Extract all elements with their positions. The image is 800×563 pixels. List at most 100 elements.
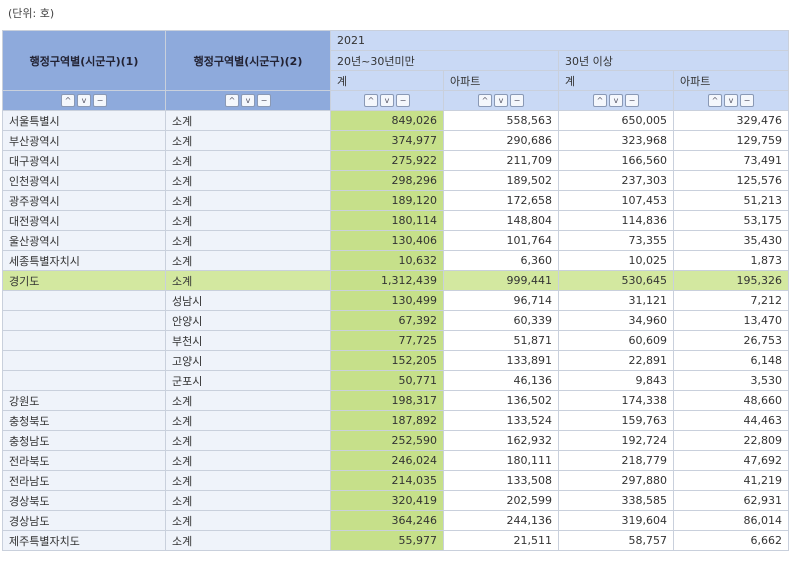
apartment-30-plus-cell: 35,430: [673, 230, 789, 251]
apartment-30-plus-cell: 125,576: [673, 170, 789, 191]
region-level-1-cell: 제주특별자치도: [2, 530, 166, 551]
region-level-1-cell: [2, 350, 166, 371]
remove-sort-button[interactable]: −: [93, 94, 107, 108]
table-row: 성남시 130,499 96,714 31,121 7,212: [2, 290, 789, 311]
apartment-20-30-cell: 21,511: [443, 530, 559, 551]
apartment-20-30-cell: 133,508: [443, 470, 559, 491]
apartment-30-plus-cell: 329,476: [673, 110, 789, 131]
header-year: 2021: [330, 30, 789, 51]
apartment-30-plus-cell: 86,014: [673, 510, 789, 531]
apartment-30-plus-cell: 7,212: [673, 290, 789, 311]
total-20-30-cell: 246,024: [330, 450, 444, 471]
apartment-30-plus-cell: 48,660: [673, 390, 789, 411]
table-row: 울산광역시 소계 130,406 101,764 73,355 35,430: [2, 230, 789, 251]
sort-descending-button[interactable]: v: [609, 94, 623, 108]
table-row: 세종특별자치시 소계 10,632 6,360 10,025 1,873: [2, 250, 789, 271]
total-30-plus-cell: 237,303: [558, 170, 674, 191]
table-row: 강원도 소계 198,317 136,502 174,338 48,660: [2, 390, 789, 411]
total-30-plus-cell: 73,355: [558, 230, 674, 251]
region-level-1-cell: 광주광역시: [2, 190, 166, 211]
region-level-1-cell: [2, 330, 166, 351]
header-total-1: 계: [330, 70, 444, 91]
total-20-30-cell: 275,922: [330, 150, 444, 171]
region-level-2-cell: 소계: [165, 530, 331, 551]
region-level-1-cell: 충청북도: [2, 410, 166, 431]
apartment-20-30-cell: 148,804: [443, 210, 559, 231]
sort-ascending-button[interactable]: ^: [478, 94, 492, 108]
sort-descending-button[interactable]: v: [241, 94, 255, 108]
region-level-1-cell: 부산광역시: [2, 130, 166, 151]
sort-controls-row: ^ v − ^ v − ^ v − ^ v − ^ v − ^ v −: [2, 90, 789, 111]
total-20-30-cell: 1,312,439: [330, 270, 444, 291]
total-20-30-cell: 180,114: [330, 210, 444, 231]
region-level-2-cell: 부천시: [165, 330, 331, 351]
total-20-30-cell: 10,632: [330, 250, 444, 271]
remove-sort-button[interactable]: −: [740, 94, 754, 108]
apartment-20-30-cell: 96,714: [443, 290, 559, 311]
region-level-2-cell: 안양시: [165, 310, 331, 331]
table-row: 광주광역시 소계 189,120 172,658 107,453 51,213: [2, 190, 789, 211]
total-30-plus-cell: 31,121: [558, 290, 674, 311]
apartment-20-30-cell: 101,764: [443, 230, 559, 251]
apartment-30-plus-cell: 51,213: [673, 190, 789, 211]
region-level-1-cell: 전라북도: [2, 450, 166, 471]
region-level-2-cell: 소계: [165, 410, 331, 431]
region-level-2-cell: 소계: [165, 170, 331, 191]
remove-sort-button[interactable]: −: [510, 94, 524, 108]
remove-sort-button[interactable]: −: [396, 94, 410, 108]
total-30-plus-cell: 530,645: [558, 270, 674, 291]
table-row: 부천시 77,725 51,871 60,609 26,753: [2, 330, 789, 351]
apartment-20-30-cell: 6,360: [443, 250, 559, 271]
remove-sort-button[interactable]: −: [625, 94, 639, 108]
total-20-30-cell: 374,977: [330, 130, 444, 151]
total-20-30-cell: 77,725: [330, 330, 444, 351]
apartment-20-30-cell: 51,871: [443, 330, 559, 351]
total-20-30-cell: 187,892: [330, 410, 444, 431]
apartment-20-30-cell: 244,136: [443, 510, 559, 531]
table-row: 제주특별자치도 소계 55,977 21,511 58,757 6,662: [2, 530, 789, 551]
total-30-plus-cell: 9,843: [558, 370, 674, 391]
sort-ascending-button[interactable]: ^: [225, 94, 239, 108]
sort-button-group: ^ v −: [61, 94, 107, 108]
total-30-plus-cell: 338,585: [558, 490, 674, 511]
total-30-plus-cell: 58,757: [558, 530, 674, 551]
total-20-30-cell: 130,499: [330, 290, 444, 311]
header-20-30-years: 20년~30년미만: [330, 50, 559, 71]
apartment-30-plus-cell: 44,463: [673, 410, 789, 431]
sort-ascending-button[interactable]: ^: [708, 94, 722, 108]
region-level-2-cell: 소계: [165, 390, 331, 411]
sort-button-group: ^ v −: [708, 94, 754, 108]
sort-descending-button[interactable]: v: [494, 94, 508, 108]
region-level-2-cell: 소계: [165, 510, 331, 531]
region-level-1-cell: 인천광역시: [2, 170, 166, 191]
header-region-2: 행정구역별(시군구)(2): [165, 30, 331, 91]
region-level-1-cell: [2, 310, 166, 331]
sort-ascending-button[interactable]: ^: [364, 94, 378, 108]
sort-controls-col-5: ^ v −: [558, 90, 674, 111]
sort-descending-button[interactable]: v: [380, 94, 394, 108]
sort-descending-button[interactable]: v: [77, 94, 91, 108]
region-level-2-cell: 소계: [165, 210, 331, 231]
total-20-30-cell: 50,771: [330, 370, 444, 391]
total-30-plus-cell: 107,453: [558, 190, 674, 211]
total-30-plus-cell: 319,604: [558, 510, 674, 531]
region-level-1-cell: 서울특별시: [2, 110, 166, 131]
total-30-plus-cell: 159,763: [558, 410, 674, 431]
sort-ascending-button[interactable]: ^: [61, 94, 75, 108]
region-level-1-cell: 충청남도: [2, 430, 166, 451]
remove-sort-button[interactable]: −: [257, 94, 271, 108]
apartment-30-plus-cell: 73,491: [673, 150, 789, 171]
apartment-30-plus-cell: 195,326: [673, 270, 789, 291]
table-row: 전라남도 소계 214,035 133,508 297,880 41,219: [2, 470, 789, 491]
apartment-30-plus-cell: 26,753: [673, 330, 789, 351]
sort-ascending-button[interactable]: ^: [593, 94, 607, 108]
region-level-2-cell: 소계: [165, 490, 331, 511]
total-30-plus-cell: 10,025: [558, 250, 674, 271]
total-20-30-cell: 198,317: [330, 390, 444, 411]
region-level-2-cell: 소계: [165, 430, 331, 451]
sort-descending-button[interactable]: v: [724, 94, 738, 108]
region-level-2-cell: 소계: [165, 250, 331, 271]
total-30-plus-cell: 60,609: [558, 330, 674, 351]
apartment-30-plus-cell: 13,470: [673, 310, 789, 331]
apartment-20-30-cell: 46,136: [443, 370, 559, 391]
